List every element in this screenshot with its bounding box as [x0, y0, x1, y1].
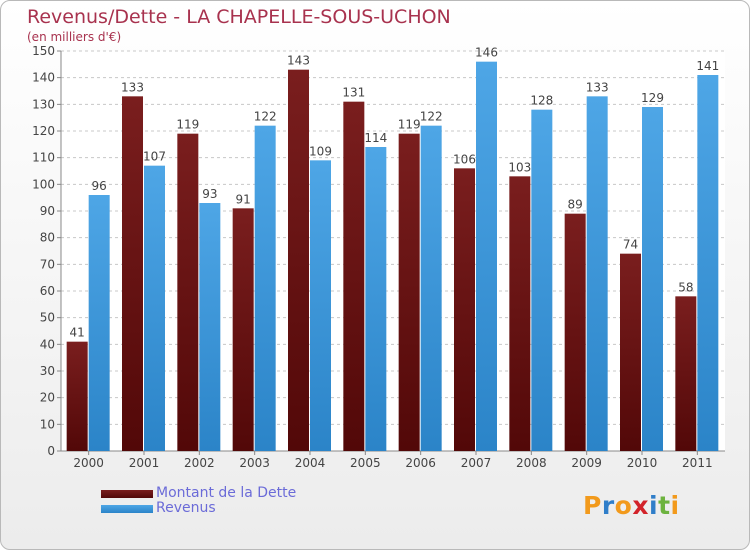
data-label-dette-2009: 89 — [568, 198, 583, 212]
bar-revenus-2003 — [254, 125, 276, 452]
chart-subtitle: (en milliers d'€) — [27, 30, 122, 44]
bar-revenus-2006 — [420, 125, 442, 452]
legend-swatch-dette — [101, 490, 153, 498]
legend-label-dette: Montant de la Dette — [156, 485, 297, 501]
legend-label-revenus: Revenus — [156, 500, 216, 516]
bar-revenus-2010 — [642, 107, 663, 451]
y-tick-label: 50 — [40, 311, 55, 325]
data-label-dette-2005: 131 — [342, 86, 365, 100]
bar-dette-2003 — [232, 208, 254, 451]
bar-revenus-2011 — [697, 75, 719, 451]
y-tick-label: 30 — [40, 364, 55, 378]
data-label-dette-2008: 103 — [508, 160, 531, 174]
chart-title: Revenus/Dette - LA CHAPELLE-SOUS-UCHON — [27, 6, 451, 28]
x-tick-label: 2009 — [571, 456, 602, 470]
y-tick-label: 80 — [40, 231, 55, 245]
y-tick-label: 90 — [40, 204, 55, 218]
bar-revenus-2002 — [199, 203, 221, 451]
data-label-revenus-2002: 93 — [202, 187, 217, 201]
x-tick-label: 2006 — [405, 456, 436, 470]
logo-letter: x — [632, 491, 649, 520]
y-tick-label: 100 — [32, 177, 55, 191]
logo-letter: r — [601, 491, 615, 520]
bar-dette-2011 — [675, 296, 697, 451]
data-label-dette-2004: 143 — [287, 54, 310, 68]
bar-revenus-2004 — [310, 160, 331, 452]
bar-dette-2000 — [66, 341, 88, 451]
logo-letter: P — [583, 491, 602, 520]
proxiti-logo: Proxiti — [583, 491, 680, 520]
bar-dette-2010 — [620, 253, 641, 451]
data-label-dette-2006: 119 — [398, 118, 421, 132]
y-tick-label: 60 — [40, 284, 55, 298]
data-label-dette-2002: 119 — [176, 118, 199, 132]
y-tick-label: 140 — [32, 71, 55, 85]
y-tick-label: 10 — [40, 417, 55, 431]
y-tick-label: 0 — [47, 444, 55, 458]
bar-revenus-2001 — [144, 165, 165, 451]
data-label-revenus-2004: 109 — [309, 144, 332, 158]
data-label-dette-2010: 74 — [623, 238, 638, 252]
x-tick-label: 2002 — [184, 456, 215, 470]
x-tick-label: 2005 — [350, 456, 381, 470]
bar-revenus-2005 — [365, 147, 387, 451]
bar-revenus-2008 — [531, 109, 553, 452]
bar-dette-2006 — [398, 133, 420, 451]
bar-dette-2004 — [288, 69, 309, 452]
y-tick-label: 20 — [40, 391, 55, 405]
data-label-revenus-2006: 122 — [420, 110, 443, 124]
bar-dette-2007 — [454, 168, 475, 452]
logo-letter: t — [658, 491, 671, 520]
bar-dette-2005 — [343, 101, 365, 452]
bar-dette-2001 — [122, 96, 143, 451]
x-tick-label: 2004 — [295, 456, 326, 470]
y-tick-label: 130 — [32, 97, 55, 111]
y-tick-label: 150 — [32, 44, 55, 58]
bar-revenus-2009 — [586, 96, 608, 451]
bar-revenus-2007 — [476, 61, 497, 452]
x-tick-label: 2000 — [73, 456, 104, 470]
data-label-dette-2001: 133 — [121, 80, 144, 94]
bar-dette-2002 — [177, 133, 199, 451]
data-label-revenus-2011: 141 — [696, 59, 719, 73]
data-label-revenus-2010: 129 — [641, 91, 664, 105]
data-label-dette-2003: 91 — [236, 192, 251, 206]
data-label-revenus-2005: 114 — [364, 131, 387, 145]
data-label-dette-2007: 106 — [453, 152, 476, 166]
y-tick-label: 120 — [32, 124, 55, 138]
y-tick-label: 70 — [40, 257, 55, 271]
x-tick-label: 2001 — [129, 456, 160, 470]
data-label-revenus-2000: 96 — [92, 179, 107, 193]
x-tick-label: 2003 — [239, 456, 270, 470]
x-tick-label: 2011 — [682, 456, 713, 470]
bar-revenus-2000 — [88, 195, 110, 451]
y-tick-label: 110 — [32, 151, 55, 165]
bar-dette-2008 — [509, 176, 531, 452]
logo-letter: o — [614, 491, 633, 520]
x-tick-label: 2010 — [627, 456, 658, 470]
data-label-revenus-2001: 107 — [143, 150, 166, 164]
plot-area — [61, 51, 725, 451]
data-label-revenus-2008: 128 — [530, 94, 553, 108]
data-label-revenus-2007: 146 — [475, 46, 498, 60]
logo-letter: i — [670, 491, 680, 520]
data-label-revenus-2003: 122 — [254, 110, 277, 124]
data-label-dette-2011: 58 — [678, 280, 693, 294]
data-label-revenus-2009: 133 — [586, 80, 609, 94]
bar-dette-2009 — [564, 213, 586, 451]
y-tick-label: 40 — [40, 337, 55, 351]
logo-letter: i — [649, 491, 659, 520]
x-tick-label: 2007 — [461, 456, 492, 470]
legend-swatch-revenus — [101, 505, 153, 513]
x-tick-label: 2008 — [516, 456, 547, 470]
data-label-dette-2000: 41 — [70, 326, 85, 340]
